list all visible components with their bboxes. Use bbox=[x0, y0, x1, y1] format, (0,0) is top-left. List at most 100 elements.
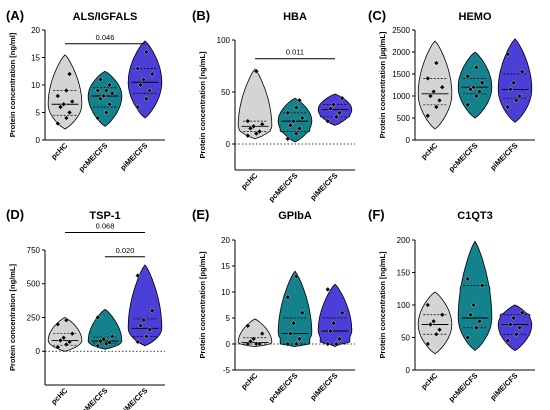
x-category-label: piME/CFS bbox=[308, 371, 339, 402]
y-tick-label: 0 bbox=[226, 140, 231, 149]
y-axis-label: Protein concentration [µg/mL] bbox=[378, 31, 387, 138]
violin-pcme-cfs bbox=[277, 270, 313, 348]
x-category-label: pcHC bbox=[239, 371, 260, 392]
y-axis-label: Protein concentration [ng/mL] bbox=[198, 51, 207, 159]
x-category-label: piME/CFS bbox=[488, 141, 519, 172]
data-point bbox=[290, 320, 297, 326]
data-point bbox=[106, 101, 113, 107]
data-point bbox=[430, 88, 437, 95]
panel-label: (E) bbox=[192, 207, 209, 222]
data-point bbox=[465, 276, 471, 282]
data-point bbox=[425, 113, 431, 119]
violin-pchc bbox=[417, 291, 453, 355]
y-tick-label: 15 bbox=[31, 53, 40, 62]
data-point bbox=[106, 82, 113, 88]
data-point bbox=[63, 115, 70, 121]
data-point bbox=[425, 75, 431, 82]
data-point bbox=[505, 51, 511, 57]
data-point bbox=[333, 341, 340, 347]
data-point bbox=[427, 321, 434, 328]
data-point bbox=[330, 320, 337, 326]
data-point bbox=[336, 110, 343, 116]
data-point bbox=[336, 336, 343, 342]
data-point bbox=[473, 64, 480, 71]
violin-pchc bbox=[47, 317, 83, 352]
data-point bbox=[69, 331, 75, 337]
data-point bbox=[250, 123, 257, 130]
data-point bbox=[109, 90, 115, 96]
y-tick-label: 50 bbox=[221, 88, 230, 97]
y-tick-label: 500 bbox=[27, 280, 41, 289]
y-tick-label: 2000 bbox=[392, 48, 410, 57]
data-point bbox=[143, 333, 150, 340]
data-point bbox=[245, 132, 251, 139]
data-point bbox=[135, 272, 141, 279]
data-point bbox=[149, 71, 155, 77]
data-point bbox=[430, 318, 437, 324]
data-point bbox=[137, 322, 144, 329]
y-tick-label: 15 bbox=[221, 262, 230, 271]
x-category-label: pcHC bbox=[239, 171, 260, 192]
panel-label: (C) bbox=[368, 8, 386, 23]
data-point bbox=[97, 76, 104, 83]
y-tick-label: 5 bbox=[226, 314, 231, 323]
y-tick-label: 1000 bbox=[392, 92, 410, 101]
violin-pchc bbox=[237, 68, 273, 140]
y-tick-label: 50 bbox=[401, 333, 410, 342]
data-point bbox=[433, 104, 440, 110]
data-point bbox=[135, 65, 141, 72]
violin-pime-cfs bbox=[317, 283, 353, 348]
data-point bbox=[95, 87, 101, 94]
data-point bbox=[293, 273, 300, 280]
data-point bbox=[327, 328, 334, 334]
data-point bbox=[293, 104, 300, 111]
y-tick-label: 0 bbox=[406, 366, 411, 375]
data-point bbox=[245, 323, 251, 329]
panel-hba: (B) HBA Protein concentration [ng/mL] 0 50 10… bbox=[192, 8, 355, 204]
y-tick-label: 20 bbox=[31, 26, 40, 35]
data-point bbox=[476, 88, 483, 95]
data-point bbox=[66, 71, 73, 77]
data-point bbox=[63, 317, 70, 323]
data-point bbox=[333, 114, 340, 120]
data-point bbox=[296, 97, 303, 104]
data-point bbox=[57, 337, 64, 344]
y-tick-label: 0 bbox=[406, 136, 411, 145]
y-tick-label: -5 bbox=[223, 366, 231, 375]
data-point bbox=[287, 122, 294, 128]
data-point bbox=[256, 341, 263, 347]
data-point bbox=[55, 120, 61, 127]
y-tick-label: 2500 bbox=[392, 26, 410, 35]
x-category-label: piME/CFS bbox=[308, 171, 339, 202]
violin-pcme-cfs bbox=[87, 308, 123, 350]
violin-pime-cfs bbox=[127, 264, 163, 347]
data-point bbox=[425, 302, 431, 308]
data-point bbox=[55, 321, 61, 327]
data-point bbox=[467, 312, 474, 318]
data-point bbox=[507, 86, 514, 93]
y-tick-label: 250 bbox=[27, 313, 41, 322]
p-value-label: 0.068 bbox=[96, 221, 115, 230]
data-point bbox=[60, 101, 67, 107]
data-point bbox=[436, 327, 443, 333]
data-point bbox=[103, 87, 110, 94]
data-point bbox=[63, 87, 70, 94]
y-tick-label: 10 bbox=[31, 81, 40, 90]
data-point bbox=[325, 118, 331, 124]
data-point bbox=[106, 339, 113, 346]
data-point bbox=[325, 286, 331, 293]
data-point bbox=[247, 125, 254, 132]
violin-pcme-cfs bbox=[457, 240, 493, 352]
violin-pchc bbox=[47, 54, 83, 130]
data-point bbox=[95, 115, 101, 121]
data-point bbox=[465, 73, 471, 79]
data-point bbox=[143, 49, 150, 55]
data-point bbox=[140, 317, 147, 323]
data-point bbox=[299, 310, 305, 316]
data-point bbox=[100, 93, 107, 99]
x-category-label: piME/CFS bbox=[118, 386, 149, 410]
data-point bbox=[507, 321, 514, 328]
data-point bbox=[510, 80, 517, 86]
y-axis-label: Protein concentration [ng/ml] bbox=[8, 32, 17, 137]
